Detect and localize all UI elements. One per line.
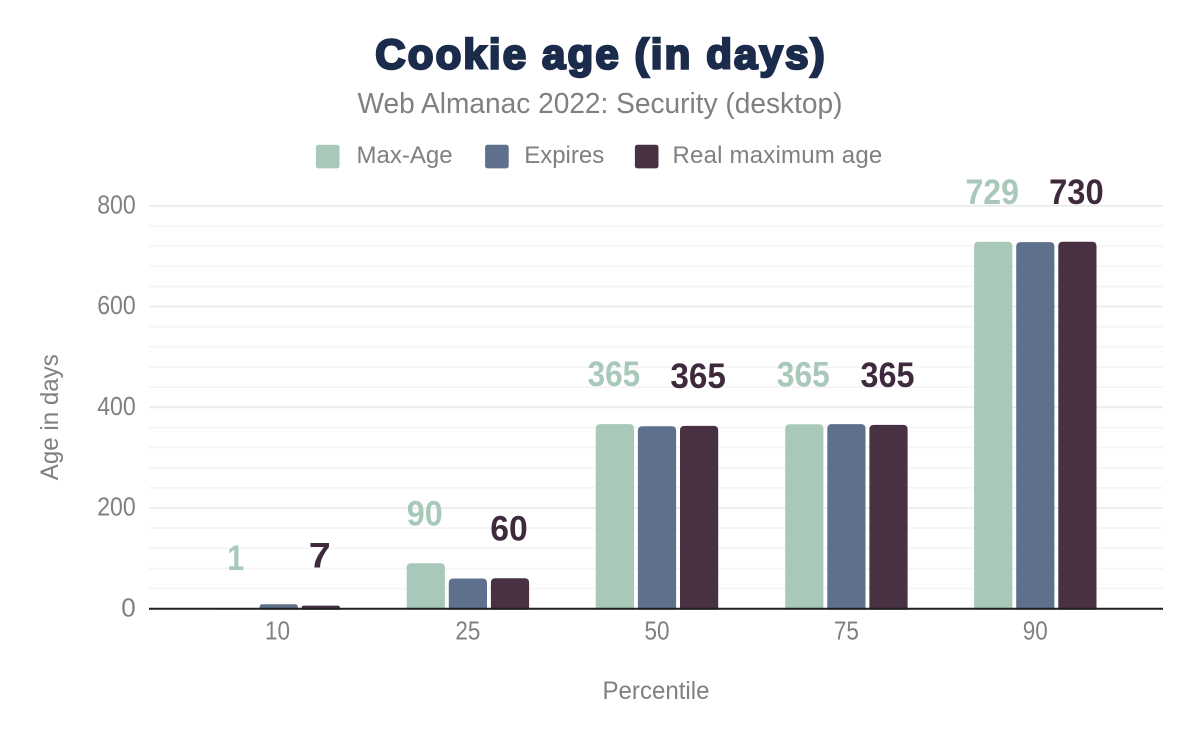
svg-text:Real maximum age: Real maximum age (673, 142, 883, 169)
svg-text:730: 730 (1049, 173, 1104, 212)
svg-text:Max-Age: Max-Age (357, 142, 453, 169)
svg-text:200: 200 (97, 492, 136, 522)
svg-text:7: 7 (309, 537, 331, 576)
svg-text:0: 0 (121, 592, 135, 622)
svg-text:800: 800 (97, 189, 136, 219)
svg-text:365: 365 (777, 355, 830, 394)
svg-text:60: 60 (490, 510, 528, 549)
svg-text:75: 75 (834, 616, 859, 646)
svg-text:365: 365 (588, 355, 641, 394)
svg-text:50: 50 (645, 616, 670, 646)
svg-text:600: 600 (97, 290, 136, 320)
svg-text:Percentile: Percentile (603, 677, 710, 705)
svg-text:729: 729 (965, 173, 1019, 212)
svg-text:Cookie age (in days): Cookie age (in days) (375, 31, 826, 78)
svg-text:Age in days: Age in days (36, 354, 64, 480)
svg-text:90: 90 (407, 494, 443, 533)
svg-text:365: 365 (670, 357, 726, 396)
svg-text:1: 1 (227, 539, 244, 578)
svg-text:90: 90 (1023, 616, 1048, 646)
svg-text:Web Almanac 2022: Security (de: Web Almanac 2022: Security (desktop) (358, 88, 843, 120)
svg-text:25: 25 (455, 616, 480, 646)
svg-text:10: 10 (265, 616, 290, 646)
svg-text:400: 400 (97, 391, 136, 421)
svg-text:365: 365 (861, 356, 915, 395)
svg-text:Expires: Expires (524, 142, 604, 169)
